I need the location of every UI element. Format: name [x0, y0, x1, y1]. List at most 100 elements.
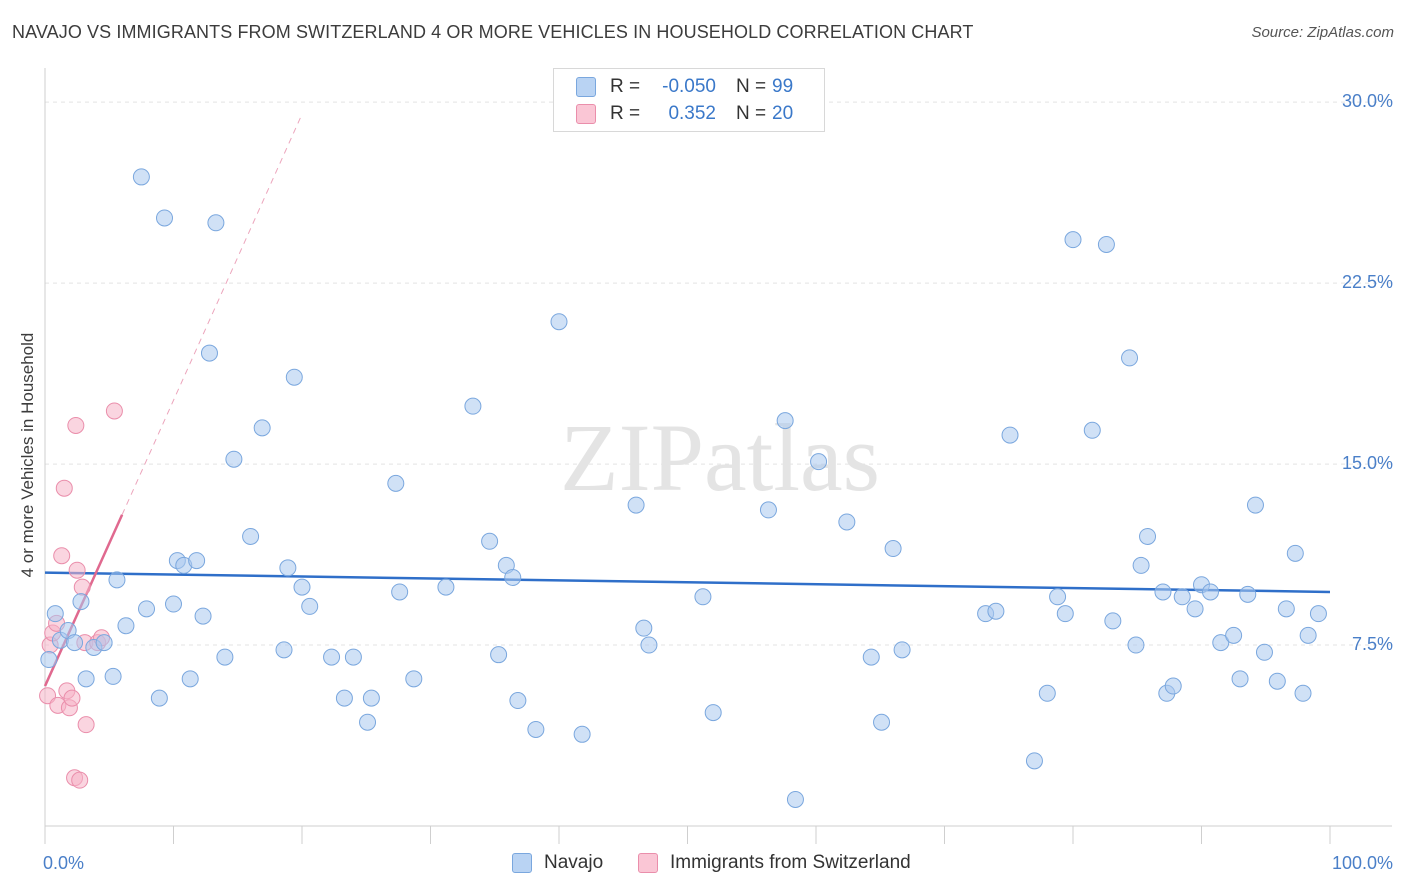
navajo-point	[200, 344, 218, 362]
navajo-point	[1121, 349, 1139, 367]
navajo-point	[1212, 634, 1230, 652]
legend-row-navajo: R = -0.050 N = 99	[576, 75, 793, 99]
navajo-point	[1104, 612, 1122, 630]
navajo-point	[504, 568, 522, 586]
navajo-point	[1025, 752, 1043, 770]
navajo-point	[77, 670, 95, 688]
navajo-point	[573, 725, 591, 743]
watermark: ZIPatlas	[560, 404, 880, 511]
x-tick-max: 100.0%	[1331, 853, 1393, 873]
navajo-point	[1056, 605, 1074, 623]
navajo-point	[1132, 556, 1150, 574]
r-value: -0.050	[662, 76, 716, 97]
legend-item-navajo: Navajo	[512, 852, 603, 874]
n-value: 20	[772, 103, 794, 124]
navajo-point	[704, 704, 722, 722]
navajo-point	[275, 641, 293, 659]
navajo-point	[1268, 672, 1286, 690]
navajo-point	[95, 634, 113, 652]
stats-legend: R = -0.050 N = 99 R = 0.352 N = 20	[553, 68, 825, 132]
navajo-point	[550, 313, 568, 331]
navajo-point	[786, 790, 804, 808]
navajo-point	[1083, 421, 1101, 439]
switzerland-trend-extension	[121, 113, 303, 515]
x-tick-min: 0.0%	[43, 853, 85, 873]
navajo-point	[1246, 496, 1264, 514]
navajo-point	[104, 667, 122, 685]
navajo-point	[1299, 626, 1317, 644]
navajo-point	[490, 646, 508, 664]
switzerland-legend-swatch	[638, 853, 658, 873]
navajo-point	[987, 602, 1005, 620]
navajo-point	[1309, 605, 1327, 623]
navajo-point	[181, 670, 199, 688]
navajo-point	[1255, 643, 1273, 661]
navajo-point	[46, 605, 64, 623]
navajo-point	[285, 368, 303, 386]
switzerland-point	[67, 416, 85, 434]
navajo-point	[150, 689, 168, 707]
navajo-point	[1139, 527, 1157, 545]
navajo-point	[1038, 684, 1056, 702]
navajo-point	[838, 513, 856, 531]
axes	[44, 68, 1392, 844]
legend-item-switzerland: Immigrants from Switzerland	[638, 852, 911, 874]
navajo-point	[40, 651, 58, 669]
navajo-point	[323, 648, 341, 666]
navajo-point	[359, 713, 377, 731]
navajo-point	[293, 578, 311, 596]
navajo-point	[391, 583, 409, 601]
navajo-point	[694, 588, 712, 606]
navajo-legend-swatch	[512, 853, 532, 873]
trend-lines	[43, 113, 1331, 687]
navajo-point	[1064, 231, 1082, 249]
navajo-point	[1164, 677, 1182, 695]
navajo-point	[1225, 626, 1243, 644]
navajo-point	[1097, 235, 1115, 253]
navajo-point	[1286, 544, 1304, 562]
n-value: 99	[772, 76, 794, 97]
r-label: R =	[610, 103, 641, 124]
switzerland-swatch	[576, 104, 596, 124]
switzerland-legend-label: Immigrants from Switzerland	[670, 852, 911, 873]
r-label: R =	[610, 76, 641, 97]
chart-title: NAVAJO VS IMMIGRANTS FROM SWITZERLAND 4 …	[12, 22, 974, 42]
navajo-point	[481, 532, 499, 550]
navajo-legend-label: Navajo	[544, 852, 604, 873]
navajo-point	[194, 607, 212, 625]
navajo-point	[1231, 670, 1249, 688]
navajo-point	[627, 496, 645, 514]
navajo-point	[66, 634, 84, 652]
navajo-point	[527, 720, 545, 738]
y-tick-label: 15.0%	[1341, 453, 1393, 474]
navajo-point	[156, 209, 174, 227]
navajo-point	[362, 689, 380, 707]
navajo-point	[1049, 588, 1067, 606]
switzerland-point	[53, 547, 71, 565]
navajo-point	[873, 713, 891, 731]
navajo-point	[225, 450, 243, 468]
switzerland-point	[73, 578, 91, 596]
grid-lines	[45, 101, 1392, 646]
navajo-point	[1277, 600, 1295, 618]
r-value: 0.352	[668, 103, 716, 124]
navajo-point	[165, 595, 182, 613]
navajo-point	[635, 619, 653, 637]
navajo-point	[884, 540, 902, 558]
navajo-point	[1186, 600, 1204, 618]
series-legend: Navajo Immigrants from Switzerland	[0, 852, 1406, 878]
switzerland-point	[71, 771, 89, 789]
switzerland-point	[77, 716, 95, 734]
switzerland-point	[63, 689, 81, 707]
navajo-point	[759, 501, 777, 519]
y-tick-label: 22.5%	[1341, 272, 1393, 293]
navajo-point	[117, 617, 135, 635]
navajo-point	[1201, 583, 1219, 601]
y-tick-label: 7.5%	[1351, 634, 1393, 655]
navajo-point	[207, 214, 225, 232]
navajo-point	[242, 527, 260, 545]
chart-source: Source: ZipAtlas.com	[1251, 24, 1394, 41]
navajo-point	[301, 597, 319, 615]
navajo-point	[132, 168, 150, 186]
switzerland-point	[105, 402, 123, 420]
